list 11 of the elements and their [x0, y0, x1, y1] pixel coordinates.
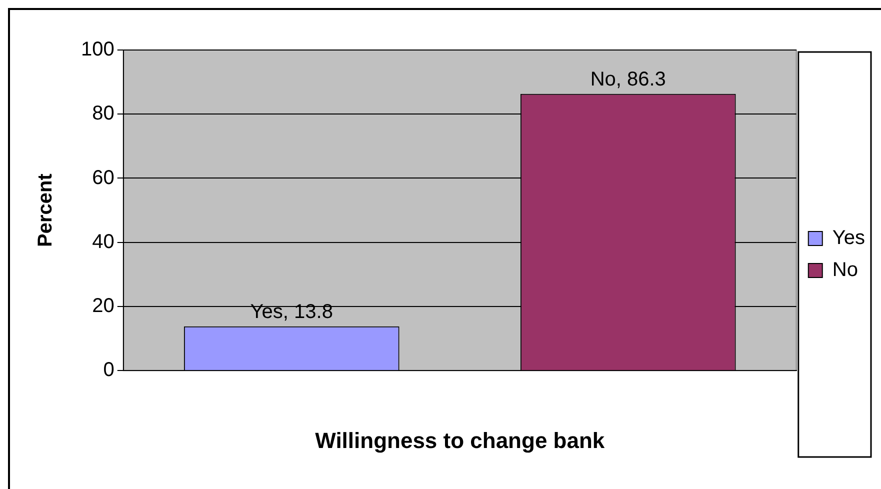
y-tick-label: 60	[92, 166, 114, 189]
legend-label: Yes	[832, 227, 866, 250]
data-label: No, 86.3	[590, 68, 666, 90]
y-tick-label: 20	[92, 294, 114, 317]
legend-label: No	[832, 259, 858, 282]
y-axis-title: Percent	[34, 173, 57, 247]
y-tick-label: 80	[92, 102, 114, 125]
x-axis-title: Willingness to change bank	[315, 428, 606, 453]
y-tick-label: 40	[92, 230, 114, 253]
y-tick-label: 0	[103, 359, 114, 382]
y-tick-label: 100	[80, 38, 114, 61]
